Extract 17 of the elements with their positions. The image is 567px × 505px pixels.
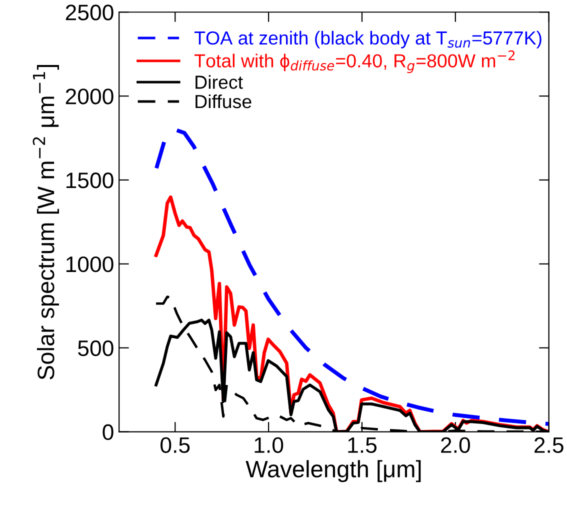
y-axis-title: Solar spectrum [W m$^{−2}$ μm$^{−1}$] [32,65,59,380]
x-tick-label: 2.0 [441,437,470,453]
legend-label: Total with ϕ$_{diffuse}$=0.40, R$_{g}$=800W m$^{−2}$ [194,50,515,74]
x-tick-label: 0.5 [160,437,190,453]
x-axis-title: Wavelength [μm] [246,460,421,482]
y-tick-label: 1500 [66,172,114,188]
legend-label: Direct [196,75,243,89]
y-tick-label: 500 [78,340,114,356]
y-tick-label: 0 [102,424,114,440]
legend-label: Diffuse [196,94,252,108]
x-tick-label: 2.5 [534,437,564,453]
y-tick-label: 2500 [66,4,114,20]
y-tick-label: 2000 [66,88,114,104]
y-tick-label: 1000 [66,256,114,272]
x-tick-label: 1.5 [348,437,377,453]
x-tick-label: 1.0 [254,437,284,453]
legend-label: TOA at zenith (black body at T$_{sun}$=5777K) [194,30,542,48]
